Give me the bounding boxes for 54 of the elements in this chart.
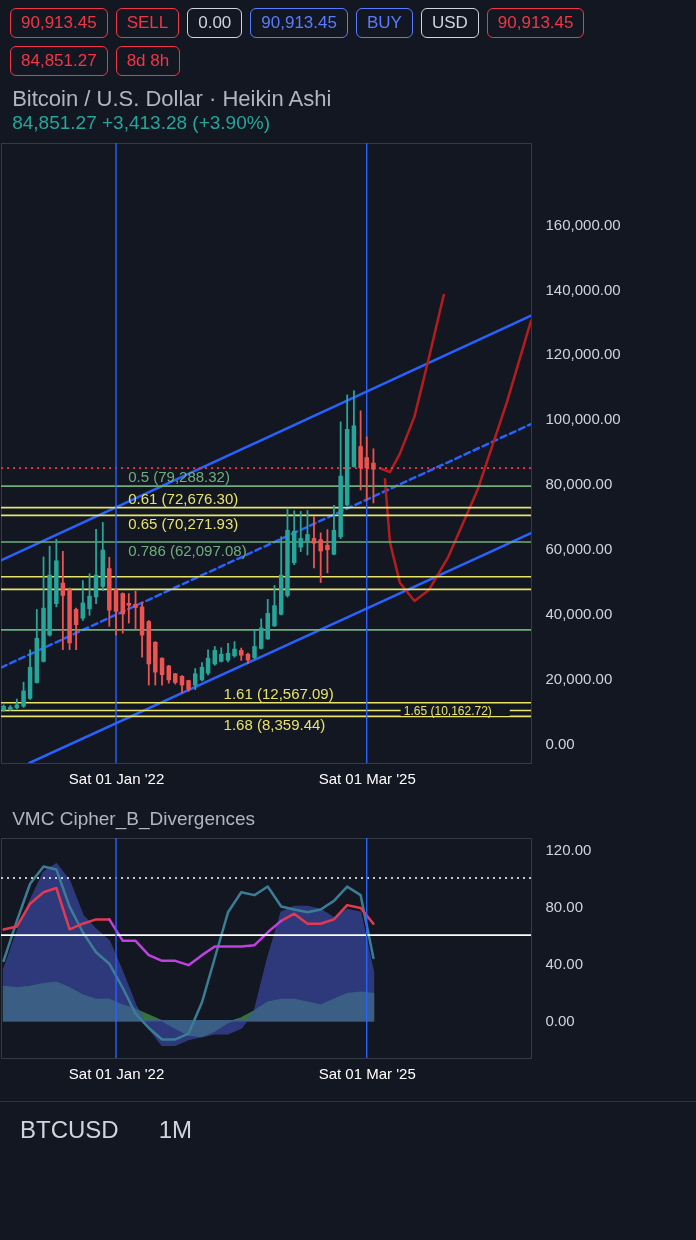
y-tick-label: 160,000.00 — [545, 215, 621, 233]
x-tick-label: Sat 01 Jan '22 — [68, 769, 165, 787]
y-tick-label: 100,000.00 — [545, 410, 621, 428]
chart-title: VMC Cipher_B_Divergences — [12, 808, 256, 831]
ref-line-label: 0.61 (72,676.30) — [128, 489, 239, 507]
text: 0.00 — [187, 8, 243, 38]
y-tick-label: 80,000.00 — [545, 475, 613, 493]
text: 90,913.45 — [10, 8, 108, 38]
text: SELL — [115, 8, 180, 38]
candlestick — [60, 550, 66, 651]
x-tick-label: Sat 01 Mar '25 — [318, 769, 416, 787]
ref-line-label: 0.786 (62,097.08) — [128, 541, 247, 559]
line-series — [378, 293, 445, 474]
candlestick — [133, 590, 138, 631]
y-tick-label: 140,000.00 — [545, 280, 621, 298]
candlestick — [305, 509, 310, 557]
y-tick-label: 40.00 — [545, 955, 584, 973]
y-tick-label: 0.00 — [545, 1012, 575, 1030]
ref-line-label: 0.65 (70,271.93) — [128, 515, 239, 533]
candlestick — [126, 592, 132, 625]
ref-line-label: 1.68 (8,359.44) — [223, 716, 326, 734]
candlestick — [113, 587, 119, 637]
x-tick-label: Sat 01 Jan '22 — [68, 1064, 165, 1082]
candlestick — [272, 584, 277, 628]
y-tick-label: 120,000.00 — [545, 345, 621, 363]
text: USD — [420, 8, 479, 38]
ref-line-label: 1.65 (10,162.72) — [403, 703, 492, 718]
candlestick — [87, 572, 92, 617]
x-tick-label: Sat 01 Mar '25 — [318, 1064, 416, 1082]
candlestick — [371, 447, 376, 505]
text: 90,913.45 — [486, 8, 585, 38]
line-series — [108, 918, 283, 967]
candlestick — [311, 515, 317, 570]
candlestick — [252, 629, 257, 661]
y-tick-label: 120.00 — [545, 840, 592, 858]
candlestick — [21, 680, 26, 709]
y-tick-label: 80.00 — [545, 898, 584, 916]
text: 1M — [158, 1116, 193, 1144]
chart-title: Bitcoin / U.S. Dollar · Heikin Ashi — [12, 86, 332, 112]
text: BUY — [355, 8, 413, 38]
text: 90,913.45 — [250, 8, 348, 38]
candlestick — [318, 531, 323, 584]
line-series — [383, 319, 531, 603]
y-tick-label: 0.00 — [545, 735, 575, 753]
y-tick-label: 20,000.00 — [545, 670, 613, 688]
chart-subtitle: 84,851.27 +3,413.28 (+3.90%) — [12, 112, 270, 134]
y-tick-label: 40,000.00 — [545, 605, 613, 623]
y-tick-label: 60,000.00 — [545, 540, 613, 558]
candlestick — [325, 528, 330, 574]
text: 8d 8h — [115, 46, 181, 76]
ref-line-label: 1.61 (12,567.09) — [223, 684, 334, 702]
text: BTCUSD — [20, 1116, 119, 1144]
text: 84,851.27 — [10, 46, 108, 76]
candlestick — [298, 510, 303, 553]
